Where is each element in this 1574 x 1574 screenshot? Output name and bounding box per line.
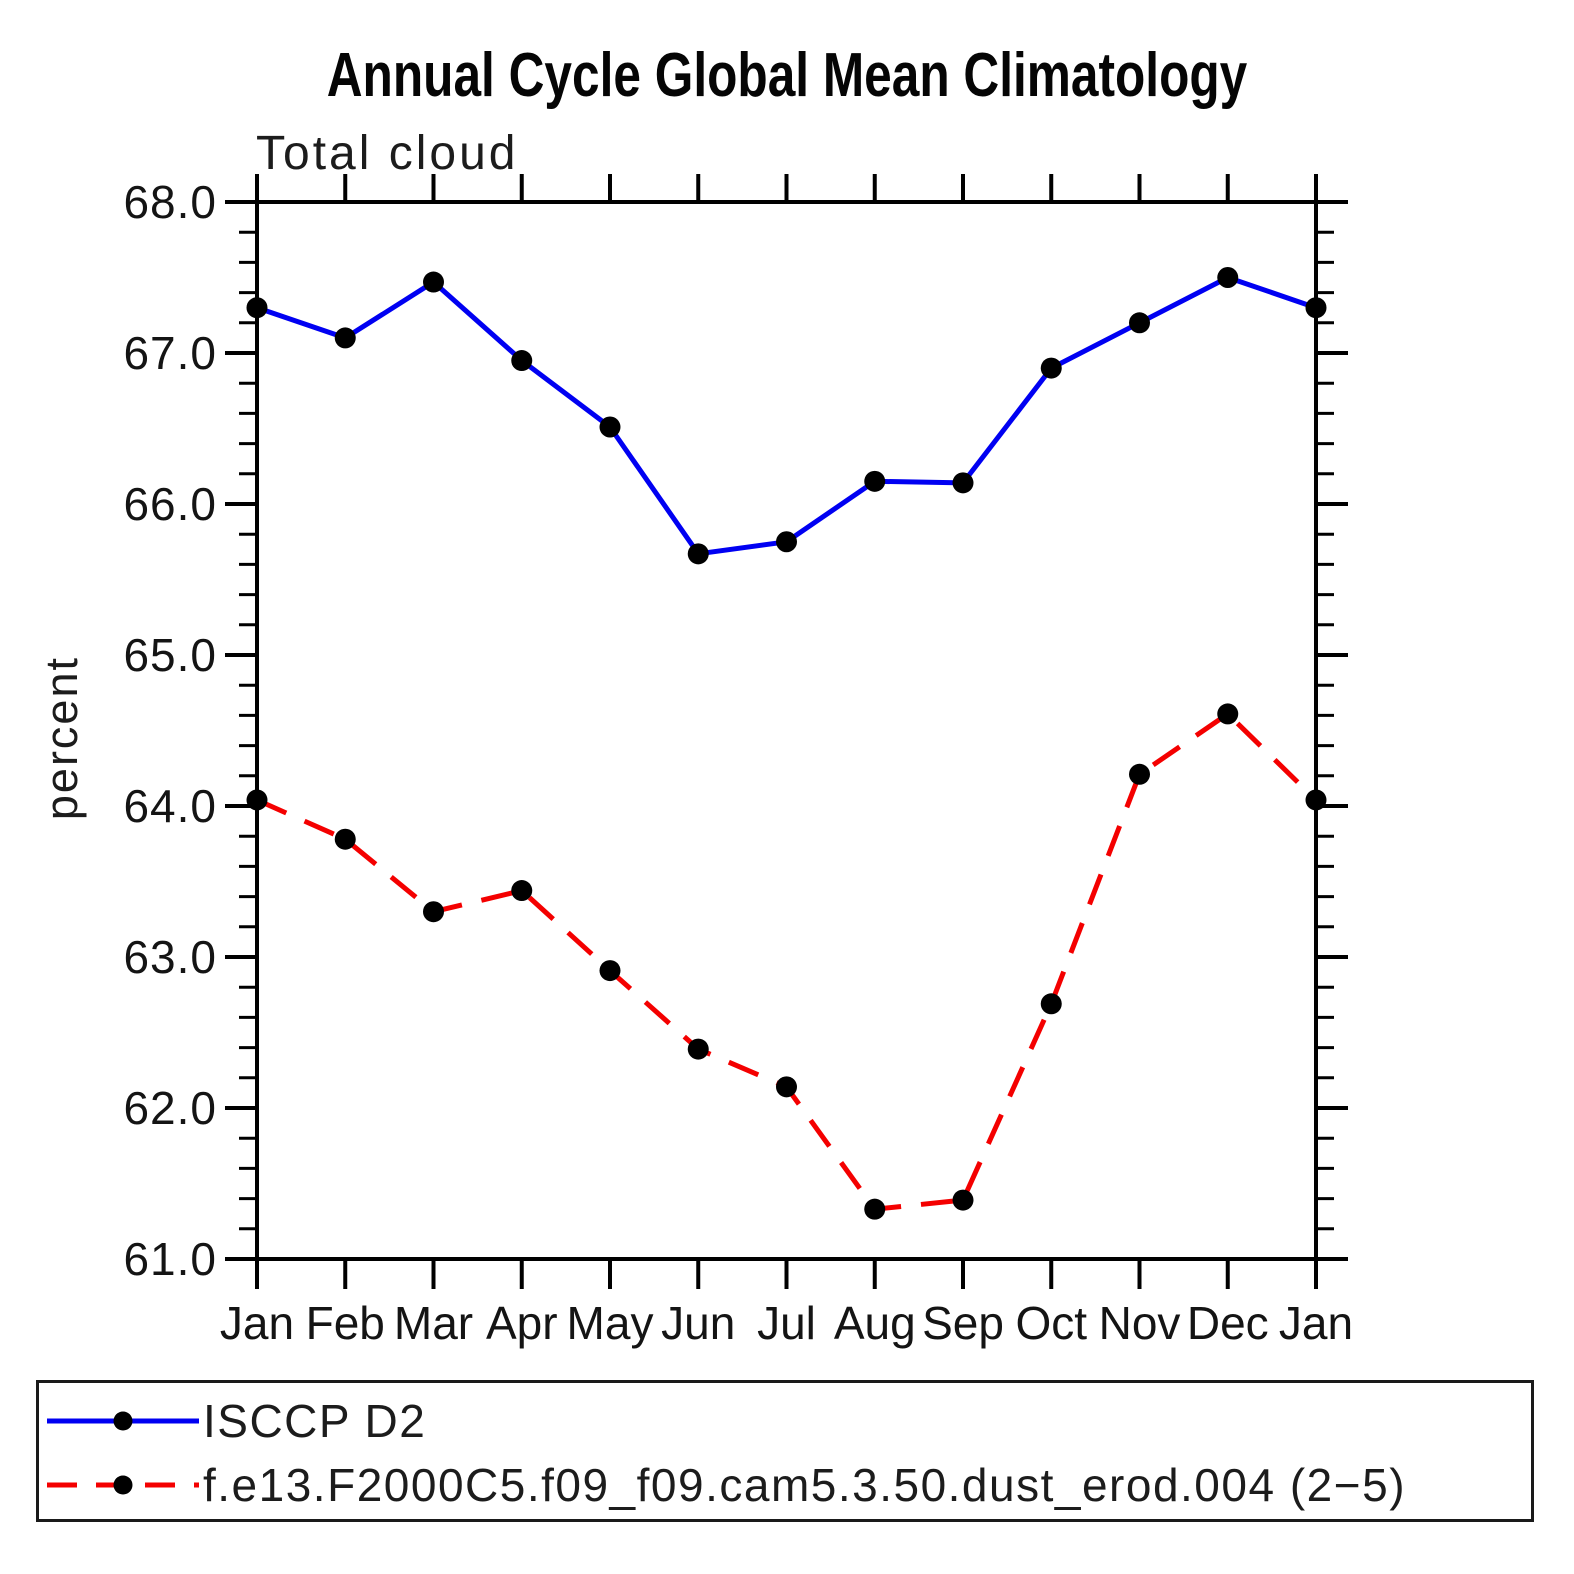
data-point-s0: [864, 470, 886, 492]
y-tick-label: 63.0: [123, 931, 217, 983]
y-tick-label: 65.0: [123, 629, 217, 681]
x-tick-label: Nov: [1099, 1297, 1181, 1349]
legend-label: f.e13.F2000C5.f09_f09.cam5.3.50.dust_ero…: [203, 1459, 1407, 1511]
data-point-s1: [1305, 789, 1327, 811]
data-point-s0: [952, 472, 974, 494]
data-point-s0: [687, 543, 709, 565]
legend-swatch-dashed-line: [47, 1475, 199, 1495]
legend-item-model: f.e13.F2000C5.f09_f09.cam5.3.50.dust_ero…: [45, 1459, 1406, 1511]
data-point-s0: [334, 327, 356, 349]
data-point-s0: [1305, 297, 1327, 319]
data-point-s0: [1040, 357, 1062, 379]
legend-marker-dot: [113, 1475, 133, 1495]
x-tick-label: May: [567, 1297, 654, 1349]
data-point-s1: [511, 880, 533, 902]
data-point-s0: [423, 271, 444, 293]
data-point-s1: [776, 1076, 797, 1098]
y-tick-label: 66.0: [123, 478, 217, 530]
data-point-s1: [1040, 993, 1062, 1015]
x-tick-label: Jul: [757, 1297, 816, 1349]
x-tick-label: Oct: [1015, 1297, 1087, 1349]
data-point-s1: [599, 960, 621, 982]
x-tick-label: Jan: [220, 1297, 294, 1349]
series-line-0: [256, 275, 1317, 557]
x-tick-label: Sep: [922, 1297, 1004, 1349]
data-point-s0: [776, 531, 797, 553]
data-point-s1: [1129, 763, 1150, 785]
x-tick-label: Jun: [661, 1297, 735, 1349]
x-tick-label: Feb: [306, 1297, 385, 1349]
data-point-s0: [1129, 312, 1150, 334]
data-point-s1: [334, 828, 356, 850]
legend-marker-dot: [113, 1411, 133, 1431]
axis-frame: [255, 200, 1318, 1261]
x-tick-label: Aug: [834, 1297, 916, 1349]
legend-label: ISCCP D2: [203, 1395, 427, 1447]
data-point-s0: [1217, 267, 1239, 288]
x-tick-label: Apr: [486, 1297, 558, 1349]
x-tick-label: Mar: [394, 1297, 473, 1349]
data-point-s1: [864, 1198, 886, 1220]
y-tick-label: 61.0: [123, 1233, 217, 1285]
y-tick-label: 64.0: [123, 780, 217, 832]
chart-subtitle: Total cloud: [256, 127, 519, 180]
legend-box: ISCCP D2 f.e13.F2000C5.f09_f09.cam5.3.50…: [36, 1380, 1534, 1522]
data-point-s0: [511, 350, 533, 372]
y-tick-label: 62.0: [123, 1082, 217, 1134]
data-point-s1: [687, 1038, 709, 1060]
data-point-s1: [423, 901, 444, 923]
data-point-s1: [1217, 703, 1239, 725]
data-point-s1: [952, 1189, 974, 1211]
chart-title: Annual Cycle Global Mean Climatology: [326, 41, 1248, 110]
data-point-s0: [599, 416, 621, 438]
y-tick-label: 67.0: [123, 327, 217, 379]
x-tick-label: Jan: [1279, 1297, 1353, 1349]
data-point-s0: [246, 297, 268, 319]
data-point-s1: [246, 789, 268, 811]
legend-item-isccp: ISCCP D2: [45, 1395, 426, 1447]
x-tick-label: Dec: [1187, 1297, 1269, 1349]
legend-swatch-solid-line: [47, 1411, 199, 1431]
y-tick-label: 68.0: [123, 176, 217, 228]
series-line-1: [255, 711, 1318, 1212]
